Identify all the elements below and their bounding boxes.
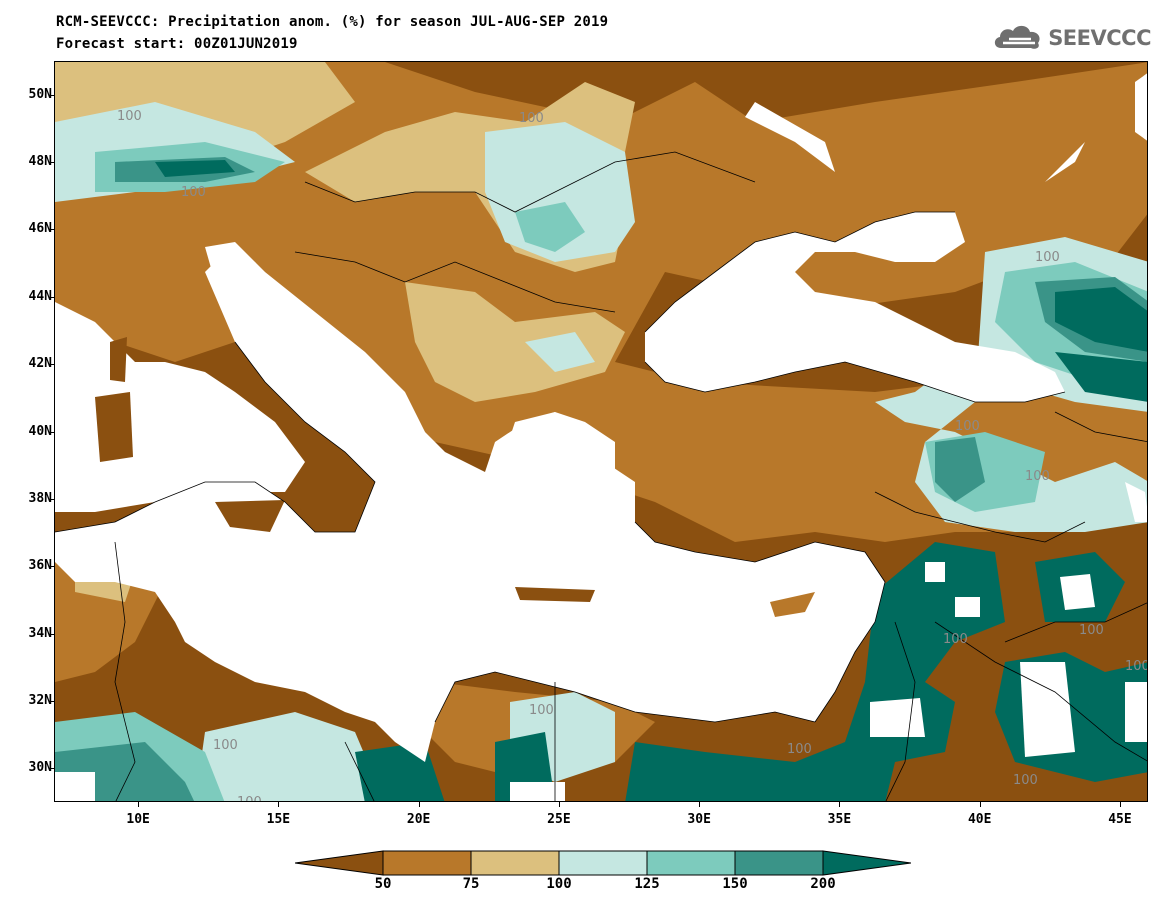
aegean-sea bbox=[495, 412, 625, 582]
contour-label: 100 bbox=[1013, 773, 1038, 788]
contour-label: 100 bbox=[1035, 250, 1060, 265]
latitude-tick bbox=[49, 768, 54, 770]
contour-label: 100 bbox=[955, 419, 980, 434]
anomaly-zone-100-125 bbox=[195, 712, 385, 801]
longitude-tick bbox=[418, 802, 420, 807]
latitude-tick bbox=[49, 364, 54, 366]
colorbar-label: 75 bbox=[462, 876, 480, 892]
contour-label: 100 bbox=[529, 703, 554, 718]
contour-labels: 100 100 100 100 100 100 100 100 100 100 … bbox=[117, 109, 1148, 802]
latitude-tick bbox=[49, 94, 54, 96]
colorbar-segment bbox=[558, 850, 648, 876]
adriatic-sea bbox=[205, 242, 425, 442]
contour-label: 100 bbox=[181, 185, 206, 200]
latitude-label: 30N bbox=[28, 760, 52, 776]
longitude-label: 20E bbox=[406, 812, 431, 827]
colorbar bbox=[295, 850, 911, 876]
contour-label: 100 bbox=[787, 742, 812, 757]
latitude-tick bbox=[49, 229, 54, 231]
contour-label: 100 bbox=[1025, 469, 1050, 484]
longitude-label: 35E bbox=[827, 812, 852, 827]
forecast-start-label: Forecast start: 00Z01JUN2019 bbox=[56, 36, 298, 52]
anomaly-zone-150-200 bbox=[935, 437, 985, 502]
latitude-label: 42N bbox=[28, 356, 52, 372]
colorbar-segment bbox=[295, 850, 384, 876]
latitude-label: 32N bbox=[28, 692, 52, 708]
longitude-label: 15E bbox=[266, 812, 291, 827]
latitude-tick bbox=[49, 162, 54, 164]
longitude-tick bbox=[1119, 802, 1121, 807]
longitude-label: 30E bbox=[687, 812, 711, 827]
anomaly-zone-above-200 bbox=[1055, 287, 1147, 352]
contour-label: 100 bbox=[1079, 623, 1104, 638]
black-sea bbox=[645, 212, 1065, 402]
cyprus-island bbox=[770, 592, 815, 617]
latitude-label: 40N bbox=[28, 423, 52, 439]
latitude-tick bbox=[49, 498, 54, 500]
borders bbox=[55, 151, 1147, 801]
contour-label: 100 bbox=[237, 795, 262, 802]
anomaly-zone-above-200 bbox=[155, 160, 235, 177]
longitude-tick bbox=[699, 802, 701, 807]
longitude-label: 45E bbox=[1108, 812, 1132, 827]
colorbar-segment bbox=[382, 850, 472, 876]
latitude-label: 46N bbox=[28, 221, 52, 237]
longitude-label: 40E bbox=[967, 812, 992, 827]
latitude-tick bbox=[49, 633, 54, 635]
colorbar-segment bbox=[470, 850, 560, 876]
contour-label: 100 bbox=[519, 111, 544, 126]
masked-patches bbox=[55, 102, 1147, 801]
longitude-tick bbox=[138, 802, 140, 807]
caspian-sea bbox=[1135, 73, 1147, 141]
latitude-tick bbox=[49, 700, 54, 702]
colorbar-label: 150 bbox=[722, 876, 748, 892]
longitude-tick bbox=[278, 802, 280, 807]
sardinia-island bbox=[95, 392, 133, 462]
corsica-island bbox=[110, 337, 127, 382]
latitude-label: 34N bbox=[28, 625, 52, 641]
colorbar-label: 100 bbox=[546, 876, 572, 892]
longitude-label: 10E bbox=[126, 812, 150, 827]
map-panel[interactable]: 100 100 100 100 100 100 100 100 100 100 … bbox=[54, 61, 1148, 802]
cloud-logo-icon bbox=[995, 25, 1040, 49]
longitude-tick bbox=[839, 802, 841, 807]
contour-label: 100 bbox=[943, 632, 968, 647]
latitude-tick bbox=[49, 431, 54, 433]
colorbar-label: 125 bbox=[634, 876, 660, 892]
anomaly-zone-75-100 bbox=[405, 282, 625, 402]
colorbar-segment bbox=[646, 850, 736, 876]
logo-text: SEEVCCC bbox=[1048, 26, 1151, 50]
latitude-label: 36N bbox=[28, 558, 52, 574]
crete-island bbox=[515, 587, 595, 602]
colorbar-segment bbox=[822, 850, 911, 876]
anomaly-zone-100-125 bbox=[525, 332, 595, 372]
anomaly-zone-125-150 bbox=[515, 202, 585, 252]
latitude-tick bbox=[49, 566, 54, 568]
colorbar-label: 50 bbox=[374, 876, 392, 892]
contour-label: 100 bbox=[213, 738, 238, 753]
sicily-island bbox=[215, 500, 285, 532]
chart-title: RCM-SEEVCCC: Precipitation anom. (%) for… bbox=[56, 14, 609, 30]
anomaly-zone-50-75 bbox=[695, 432, 875, 522]
colorbar-label: 200 bbox=[810, 876, 836, 892]
contour-label: 100 bbox=[1125, 659, 1148, 674]
precipitation-anomaly-map[interactable]: 100 100 100 100 100 100 100 100 100 100 … bbox=[55, 62, 1148, 802]
colorbar-segment bbox=[734, 850, 824, 876]
anomaly-zone-above-200 bbox=[1055, 352, 1147, 402]
contour-label: 100 bbox=[117, 109, 142, 124]
mediterranean-sea bbox=[55, 252, 885, 762]
latitude-label: 44N bbox=[28, 288, 52, 304]
longitude-label: 25E bbox=[547, 812, 571, 827]
seevccc-logo: SEEVCCC bbox=[991, 22, 1151, 54]
latitude-label: 38N bbox=[28, 490, 52, 506]
longitude-tick bbox=[558, 802, 560, 807]
latitude-label: 48N bbox=[28, 154, 52, 170]
latitude-label: 50N bbox=[28, 86, 52, 102]
longitude-tick bbox=[979, 802, 981, 807]
latitude-tick bbox=[49, 296, 54, 298]
